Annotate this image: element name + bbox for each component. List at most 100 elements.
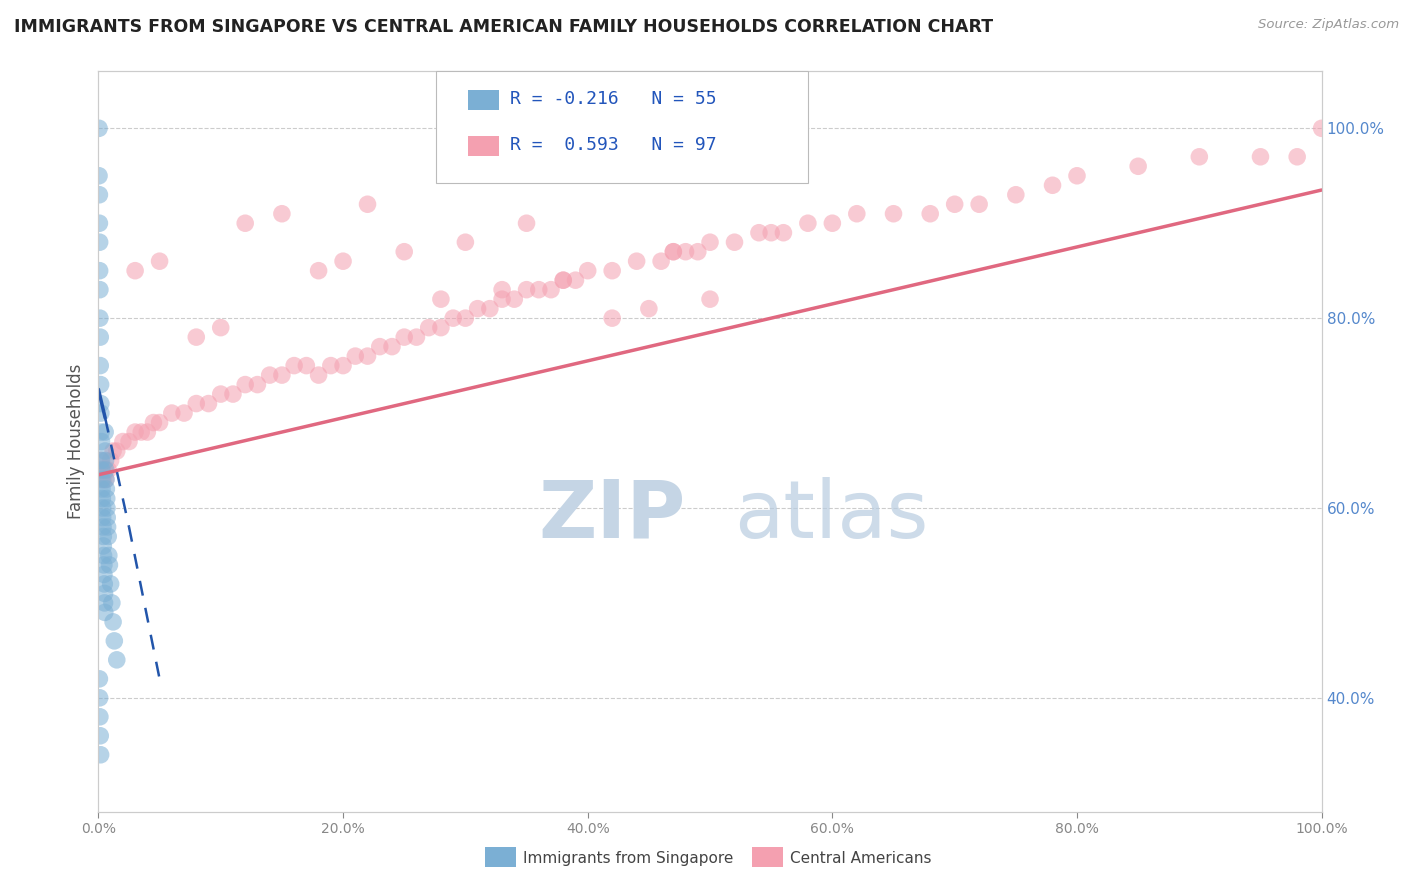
Point [103,633,125,648]
Point [97,529,120,543]
Point [405,330,427,344]
Point [91,510,114,524]
Point [883,207,905,221]
Point [101,596,124,610]
Point [91,482,114,496]
Point [90,747,112,762]
Point [772,226,794,240]
Point [1250,150,1272,164]
Point [553,273,575,287]
Point [90,377,112,392]
Point [97,549,120,563]
Point [93,463,115,477]
Point [101,615,124,629]
Point [105,444,128,458]
Point [101,444,124,458]
Point [94,444,117,458]
Point [91,473,114,487]
Point [209,320,232,334]
Point [93,577,115,591]
Point [129,425,152,439]
Point [186,396,208,410]
Point [308,368,330,383]
Point [553,273,575,287]
Point [516,283,538,297]
Point [233,377,256,392]
Point [91,500,114,515]
Text: ZIP: ZIP [538,476,686,555]
Point [662,244,685,259]
Point [491,292,513,306]
Point [1286,150,1309,164]
Text: R = -0.216   N = 55: R = -0.216 N = 55 [510,90,717,108]
Point [124,425,146,439]
Point [308,263,330,277]
Point [1188,150,1211,164]
Point [967,197,990,211]
Point [478,301,501,316]
Point [761,226,783,240]
Point [650,254,672,268]
Point [259,368,281,383]
Point [90,425,112,439]
Point [100,577,122,591]
Point [564,273,586,287]
Point [89,263,111,277]
Point [418,320,440,334]
Point [797,216,820,230]
Point [142,416,165,430]
Point [576,263,599,277]
Point [90,463,112,477]
Point [441,311,464,326]
Point [662,244,685,259]
Point [821,216,844,230]
Point [160,406,183,420]
Point [89,187,111,202]
Point [454,311,477,326]
Point [149,254,172,268]
Point [91,463,114,477]
Point [173,406,195,420]
Point [368,340,391,354]
Point [283,359,305,373]
Point [96,500,118,515]
Point [111,434,134,449]
Point [723,235,745,250]
Point [491,283,513,297]
Point [392,244,416,259]
Text: atlas: atlas [734,476,929,555]
Point [540,283,562,297]
Point [295,359,318,373]
Point [94,473,117,487]
Point [90,434,112,449]
Point [503,292,526,306]
Point [430,320,453,334]
Point [89,330,111,344]
Point [94,463,117,477]
Point [93,549,115,563]
Point [626,254,648,268]
Point [356,349,378,363]
Point [91,539,114,553]
Point [118,434,141,449]
Point [1042,178,1064,193]
Point [637,301,661,316]
Point [699,292,721,306]
Text: Source: ZipAtlas.com: Source: ZipAtlas.com [1258,18,1399,31]
Point [356,197,378,211]
Point [89,235,111,250]
Point [246,377,269,392]
Point [319,359,342,373]
Point [270,207,294,221]
Point [87,169,110,183]
Point [97,463,120,477]
Point [94,453,117,467]
Point [454,235,477,250]
Point [149,416,172,430]
Point [90,396,112,410]
Point [1128,159,1150,173]
Point [270,368,294,383]
Point [91,520,114,534]
Point [91,529,114,543]
Point [748,226,770,240]
